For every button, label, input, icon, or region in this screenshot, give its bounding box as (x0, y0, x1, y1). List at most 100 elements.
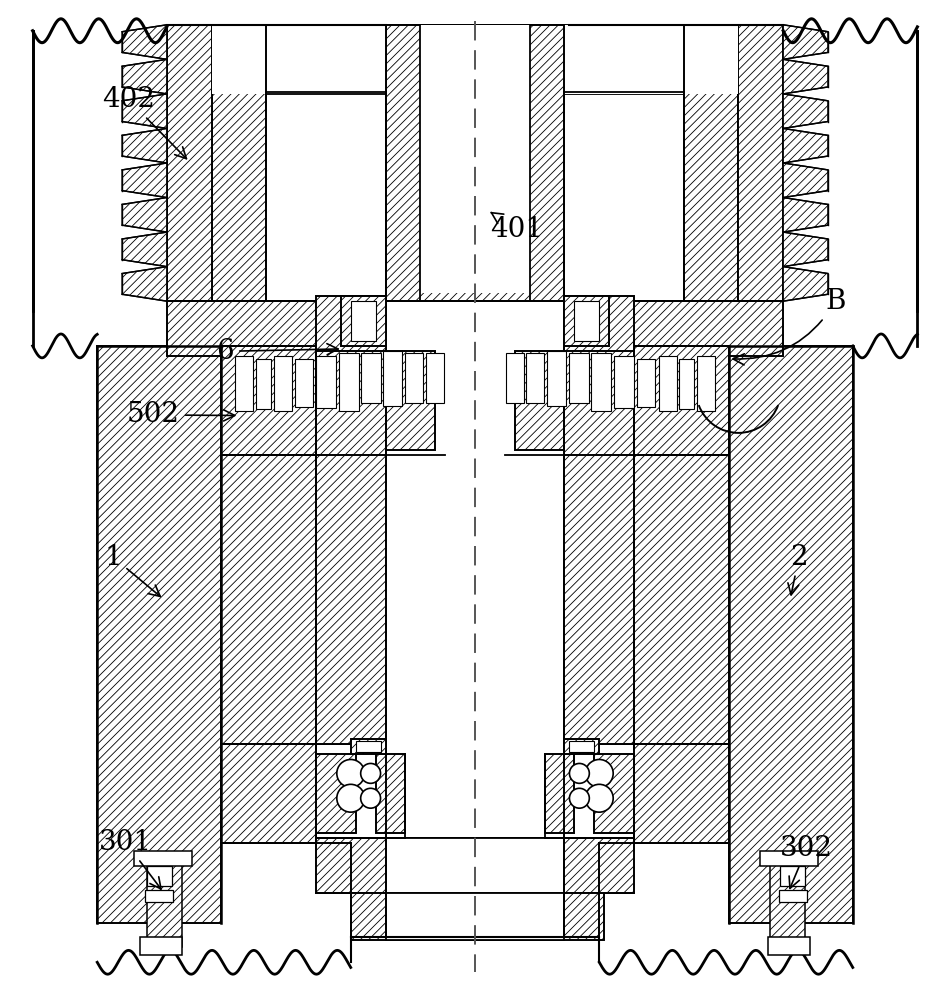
Bar (383, 351, 403, 406)
Bar (147, 853, 181, 947)
Bar (564, 296, 609, 346)
Bar (564, 296, 634, 351)
Polygon shape (123, 267, 167, 301)
Bar (779, 890, 808, 902)
Polygon shape (783, 232, 827, 267)
Polygon shape (123, 232, 167, 267)
Bar (659, 356, 676, 411)
Bar (637, 359, 655, 407)
Polygon shape (123, 163, 167, 198)
Bar (544, 754, 575, 833)
Bar (634, 455, 729, 744)
Bar (679, 359, 694, 409)
Bar (316, 838, 634, 893)
Text: 302: 302 (780, 835, 833, 888)
Bar (236, 356, 254, 411)
Bar (564, 455, 634, 744)
Bar (351, 739, 386, 754)
Bar (167, 25, 212, 301)
Bar (295, 359, 313, 407)
Polygon shape (783, 163, 827, 198)
Bar (729, 346, 853, 923)
Circle shape (569, 788, 589, 808)
Bar (375, 754, 406, 833)
Bar (525, 353, 543, 403)
Text: 401: 401 (490, 212, 543, 243)
Circle shape (361, 763, 381, 783)
Bar (575, 301, 599, 341)
Bar (316, 346, 386, 744)
Bar (212, 25, 386, 94)
Polygon shape (783, 198, 827, 232)
Text: 301: 301 (99, 829, 162, 889)
Text: B: B (733, 288, 846, 365)
Polygon shape (783, 25, 827, 59)
Polygon shape (783, 128, 827, 163)
Circle shape (361, 788, 381, 808)
Text: 6: 6 (217, 338, 338, 365)
Polygon shape (123, 94, 167, 128)
Bar (546, 351, 566, 406)
Polygon shape (123, 59, 167, 94)
Bar (634, 744, 729, 843)
Text: 2: 2 (788, 544, 808, 595)
Bar (505, 353, 523, 403)
Bar (145, 890, 173, 902)
Bar (769, 937, 810, 955)
Bar (386, 455, 564, 744)
Polygon shape (123, 25, 167, 59)
Bar (780, 866, 805, 886)
Bar (569, 741, 595, 752)
Bar (515, 351, 564, 450)
Bar (140, 937, 181, 955)
Bar (256, 359, 271, 409)
Bar (221, 744, 316, 843)
Polygon shape (783, 94, 827, 128)
Bar (564, 739, 599, 754)
Circle shape (337, 759, 365, 787)
Bar (770, 853, 805, 947)
Bar (167, 301, 386, 356)
Bar (564, 346, 634, 744)
Bar (351, 893, 604, 940)
Bar (674, 25, 738, 301)
Bar (386, 893, 564, 940)
Bar (316, 356, 335, 408)
Bar (386, 25, 569, 301)
Bar (361, 353, 381, 403)
Bar (386, 25, 564, 301)
Bar (738, 25, 783, 301)
Polygon shape (123, 198, 167, 232)
Bar (134, 851, 192, 866)
Polygon shape (783, 267, 827, 301)
Bar (696, 356, 714, 411)
Bar (564, 25, 738, 94)
Bar (351, 301, 375, 341)
Bar (275, 356, 292, 411)
Bar (97, 346, 221, 923)
Bar (212, 25, 276, 301)
Bar (595, 754, 634, 833)
Bar (420, 25, 530, 293)
Bar (615, 356, 634, 408)
Bar (386, 838, 564, 893)
Bar (591, 353, 611, 411)
Bar (316, 754, 355, 833)
Bar (316, 455, 386, 744)
Bar (316, 296, 386, 351)
Bar (381, 25, 386, 301)
Circle shape (337, 784, 365, 812)
Bar (147, 866, 172, 886)
Bar (266, 94, 386, 301)
Bar (760, 851, 818, 866)
Text: 1: 1 (104, 544, 161, 596)
Bar (564, 301, 783, 356)
Bar (406, 353, 424, 403)
Bar (569, 353, 589, 403)
Bar (386, 346, 564, 992)
Bar (339, 353, 359, 411)
Bar (427, 353, 445, 403)
Circle shape (585, 784, 613, 812)
Polygon shape (783, 59, 827, 94)
Bar (355, 741, 381, 752)
